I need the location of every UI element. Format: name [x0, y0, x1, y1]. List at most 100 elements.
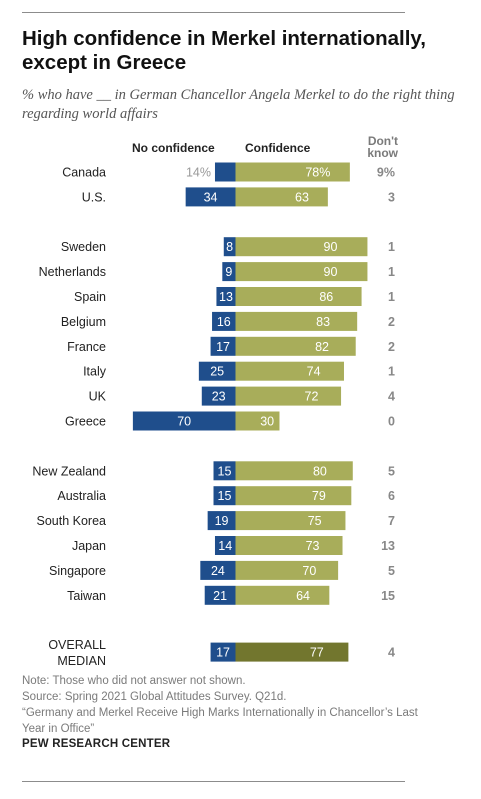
label-dont-know-sweden: 1	[388, 240, 395, 254]
source-line: Source: Spring 2021 Global Attitudes Sur…	[22, 691, 287, 703]
label-dont-know-australia: 6	[388, 489, 395, 503]
label-dont-know-overall-median: 4	[388, 646, 395, 660]
row-label-italy: Italy	[83, 365, 107, 379]
label-no-confidence-spain: 13	[219, 290, 233, 304]
label-confidence-japan: 73	[306, 539, 320, 553]
row-label-netherlands: Netherlands	[39, 265, 106, 279]
bar-confidence-taiwan	[235, 585, 330, 605]
label-confidence-belgium: 83	[316, 315, 330, 329]
label-dont-know-south-korea: 7	[388, 514, 395, 528]
row-label-overall-median: OVERALL	[48, 638, 106, 652]
label-dont-know-singapore: 5	[388, 564, 395, 578]
label-confidence-spain: 86	[319, 290, 333, 304]
bar-no-confidence-greece	[132, 411, 236, 431]
label-no-confidence-singapore: 24	[211, 564, 225, 578]
row-label-spain: Spain	[74, 290, 106, 304]
row-label-sweden: Sweden	[61, 240, 106, 254]
label-confidence-singapore: 70	[302, 564, 316, 578]
bar-no-confidence-taiwan	[204, 585, 236, 605]
report-title-line: “Germany and Merkel Receive High Marks I…	[22, 707, 418, 735]
label-dont-know-spain: 1	[388, 290, 395, 304]
label-confidence-australia: 79	[312, 489, 326, 503]
label-dont-know-taiwan: 15	[381, 589, 395, 603]
chart-subtitle: % who have __ in German Chancellor Angel…	[22, 87, 455, 122]
bar-confidence-italy	[235, 361, 344, 381]
label-confidence-italy: 74	[307, 365, 321, 379]
row-label-new-zealand: New Zealand	[32, 464, 106, 478]
label-confidence-overall-median: 77	[310, 646, 324, 660]
bar-no-confidence-new-zealand	[213, 461, 236, 481]
row-label-u-s: U.S.	[82, 190, 106, 204]
bar-no-confidence-u-s	[185, 187, 236, 207]
bar-no-confidence-belgium	[212, 311, 236, 331]
bar-no-confidence-france	[210, 336, 236, 356]
label-confidence-netherlands: 90	[324, 265, 338, 279]
row-label-belgium: Belgium	[61, 315, 106, 329]
label-no-confidence-new-zealand: 15	[218, 464, 232, 478]
label-confidence-canada: 78%	[305, 166, 330, 180]
bar-no-confidence-canada	[214, 162, 236, 182]
label-confidence-france: 82	[315, 340, 329, 354]
bar-confidence-japan	[235, 536, 343, 555]
label-dont-know-italy: 1	[388, 365, 395, 379]
bar-confidence-uk	[235, 386, 342, 406]
chart-title: High confidence in Merkel internationall…	[22, 27, 426, 74]
label-dont-know-japan: 13	[381, 539, 395, 553]
row-label-japan: Japan	[72, 539, 106, 553]
bar-confidence-netherlands	[235, 262, 368, 282]
bar-confidence-sweden	[235, 237, 368, 257]
label-confidence-u-s: 63	[295, 190, 309, 204]
label-no-confidence-netherlands: 9	[225, 265, 232, 279]
row-label-overall-median-line2: MEDIAN	[57, 654, 106, 668]
label-confidence-sweden: 90	[324, 240, 338, 254]
bar-no-confidence-netherlands	[222, 262, 236, 282]
label-dont-know-uk: 4	[388, 390, 395, 404]
label-confidence-greece: 30	[260, 415, 274, 429]
label-dont-know-belgium: 2	[388, 315, 395, 329]
bar-confidence-u-s	[235, 187, 328, 207]
bottom-rule	[22, 781, 405, 782]
bar-no-confidence-south-korea	[207, 511, 236, 531]
bar-no-confidence-overall-median	[210, 642, 236, 662]
bar-no-confidence-australia	[213, 486, 236, 506]
bar-no-confidence-uk	[201, 386, 236, 406]
label-no-confidence-overall-median: 17	[216, 646, 230, 660]
label-confidence-uk: 72	[305, 390, 319, 404]
label-no-confidence-australia: 15	[218, 489, 232, 503]
bar-confidence-belgium	[235, 311, 358, 331]
bar-confidence-spain	[235, 287, 362, 306]
row-label-france: France	[67, 340, 106, 354]
label-no-confidence-japan: 14	[218, 539, 232, 553]
row-label-canada: Canada	[62, 166, 106, 180]
label-dont-know-new-zealand: 5	[388, 464, 395, 478]
label-no-confidence-taiwan: 21	[213, 589, 227, 603]
bar-confidence-australia	[235, 486, 352, 506]
label-dont-know-canada: 9%	[377, 166, 395, 180]
header-no-confidence: No confidence	[132, 141, 215, 155]
bar-confidence-south-korea	[235, 511, 346, 531]
label-no-confidence-greece: 70	[177, 415, 191, 429]
row-label-south-korea: South Korea	[37, 514, 107, 528]
row-label-singapore: Singapore	[49, 564, 106, 578]
bar-no-confidence-singapore	[200, 560, 236, 580]
label-no-confidence-canada: 14%	[186, 166, 211, 180]
label-confidence-south-korea: 75	[308, 514, 322, 528]
top-rule	[22, 12, 405, 13]
label-dont-know-u-s: 3	[388, 190, 395, 204]
bar-confidence-new-zealand	[235, 461, 353, 481]
chart-notes: Note: Those who did not answer not shown…	[22, 673, 442, 737]
label-no-confidence-u-s: 34	[204, 190, 218, 204]
label-no-confidence-sweden: 8	[226, 240, 233, 254]
header-dont-know: Don't know	[367, 134, 398, 160]
bar-confidence-greece	[235, 411, 280, 431]
label-no-confidence-belgium: 16	[217, 315, 231, 329]
label-confidence-new-zealand: 80	[313, 464, 327, 478]
label-no-confidence-italy: 25	[210, 365, 224, 379]
header-confidence: Confidence	[245, 141, 311, 155]
bar-confidence-france	[235, 336, 356, 356]
row-label-taiwan: Taiwan	[67, 589, 106, 603]
label-no-confidence-france: 17	[216, 340, 230, 354]
bar-no-confidence-japan	[214, 536, 236, 555]
label-dont-know-netherlands: 1	[388, 265, 395, 279]
